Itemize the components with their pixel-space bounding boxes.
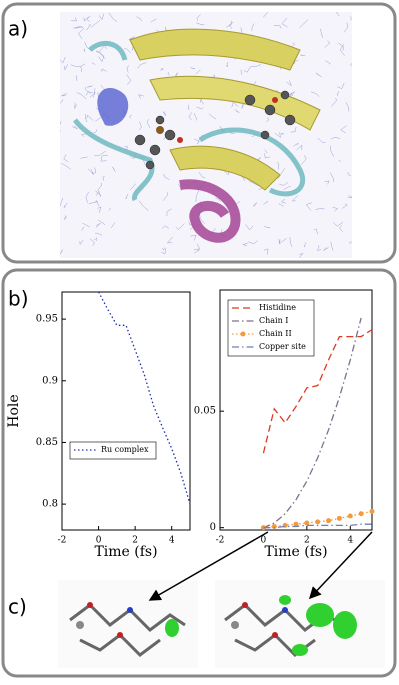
data-point: [369, 508, 375, 514]
legend-label: Chain I: [259, 316, 288, 325]
legend-label: Histidine: [259, 303, 296, 312]
data-line: [263, 523, 372, 529]
y-tick-label: 0.85: [36, 437, 58, 448]
y-tick-label: 0.8: [42, 499, 58, 510]
data-point: [336, 515, 342, 521]
legend-label: Ru complex: [101, 445, 149, 454]
x-axis-label: Time (fs): [94, 544, 157, 560]
arrow: [308, 531, 373, 600]
data-point: [304, 520, 310, 526]
panel-label: a): [8, 17, 28, 41]
x-tick-label: 0: [96, 536, 102, 546]
legend-box: [69, 441, 157, 460]
y-tick-label: 0.9: [42, 375, 58, 386]
legend-box: [227, 299, 315, 357]
plot-frame: [219, 289, 373, 531]
panel-frame: [1, 268, 397, 678]
panel-label: c): [8, 595, 27, 619]
y-axis-label: Hole: [6, 394, 22, 427]
data-point: [271, 524, 277, 530]
data-point: [315, 519, 321, 525]
plot-frame: [61, 291, 191, 531]
panel-label: b): [8, 287, 29, 311]
x-tick-label: 2: [132, 536, 138, 546]
x-tick-label: 4: [347, 536, 353, 546]
x-tick-label: 0: [261, 536, 267, 546]
panel-frame: [1, 2, 397, 264]
legend-marker: [240, 331, 246, 337]
data-line: [263, 317, 362, 529]
data-line: [262, 329, 373, 454]
arrow: [148, 531, 269, 601]
data-point: [358, 511, 364, 517]
x-axis-label: Time (fs): [264, 544, 327, 560]
y-tick-label: 0.05: [194, 406, 216, 417]
x-tick-label: 2: [304, 536, 310, 546]
molecule-image: [58, 580, 198, 668]
y-tick-label: 0: [210, 522, 216, 533]
data-point: [326, 518, 332, 524]
y-tick-label: 0.95: [36, 314, 58, 325]
protein-image: [60, 12, 352, 258]
data-line: [97, 291, 191, 505]
data-point: [347, 513, 353, 519]
x-tick-label: -2: [58, 536, 67, 546]
x-tick-label: -2: [216, 536, 225, 546]
x-tick-label: 4: [169, 536, 175, 546]
molecule-image: [215, 580, 385, 668]
legend-label: Copper site: [259, 342, 306, 351]
data-point: [293, 521, 299, 527]
legend-label: Chain II: [259, 329, 292, 338]
